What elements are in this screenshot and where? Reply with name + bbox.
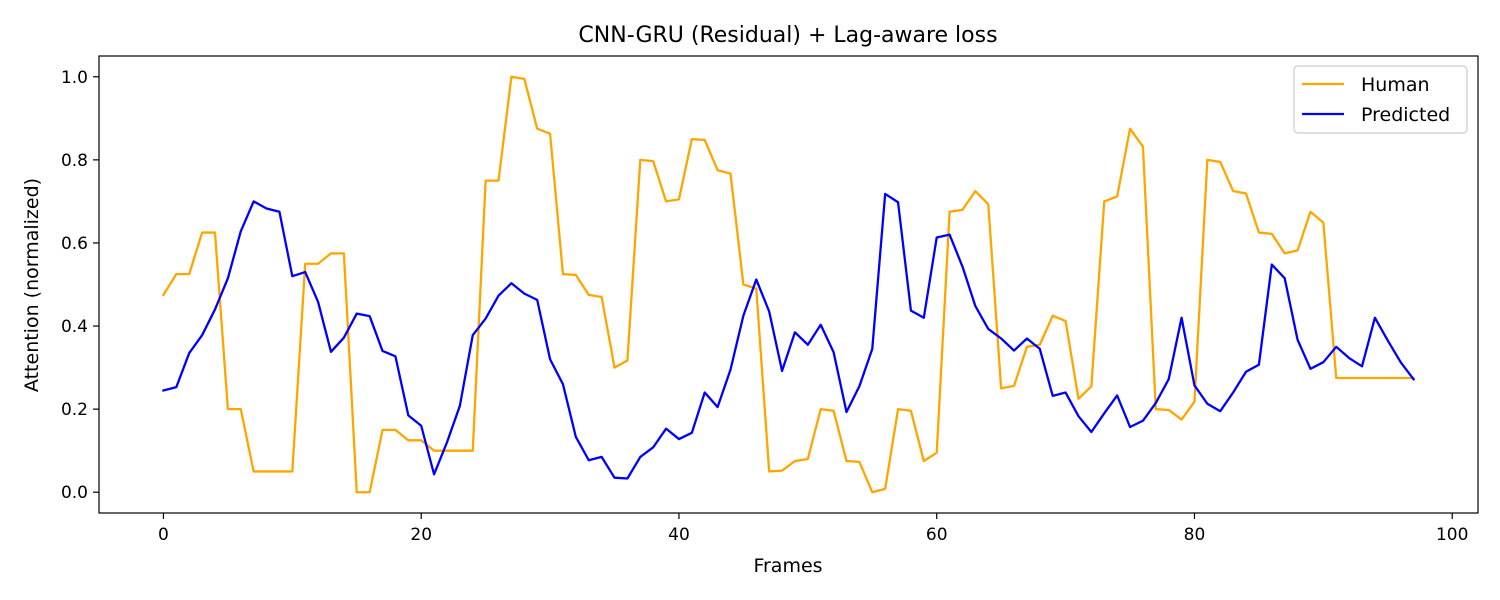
legend-label-human: Human [1361, 74, 1430, 96]
legend-label-predicted: Predicted [1361, 104, 1450, 126]
series-line-predicted [162, 192, 1416, 480]
x-tick-label: 80 [1184, 525, 1206, 545]
legend-box [1293, 65, 1468, 134]
legend: Human Predicted [1293, 65, 1468, 134]
chart-title: CNN-GRU (Residual) + Lag-aware loss [578, 23, 997, 48]
y-tick-label: 0.0 [61, 483, 88, 503]
y-tick-label: 0.4 [61, 317, 88, 337]
x-tick-label: 40 [668, 525, 690, 545]
y-tick-label: 0.8 [61, 151, 88, 171]
y-axis-label: Attention (normalized) [21, 178, 43, 392]
series-line-human [161, 75, 1415, 494]
y-tick-label: 0.2 [61, 400, 88, 420]
x-tick-label: 60 [926, 525, 948, 545]
y-tick-label: 0.6 [61, 234, 88, 254]
x-tick-label: 0 [158, 525, 169, 545]
y-tick-label: 1.0 [61, 68, 88, 88]
x-tick-label: 100 [1436, 525, 1468, 545]
x-tick-label: 20 [410, 525, 432, 545]
x-axis-label: Frames [753, 555, 822, 577]
axes-frame [98, 55, 1479, 514]
plot-area: 0 20 40 60 80 100 0.0 0.2 0.4 0.6 0.8 1.0 [61, 55, 1479, 545]
